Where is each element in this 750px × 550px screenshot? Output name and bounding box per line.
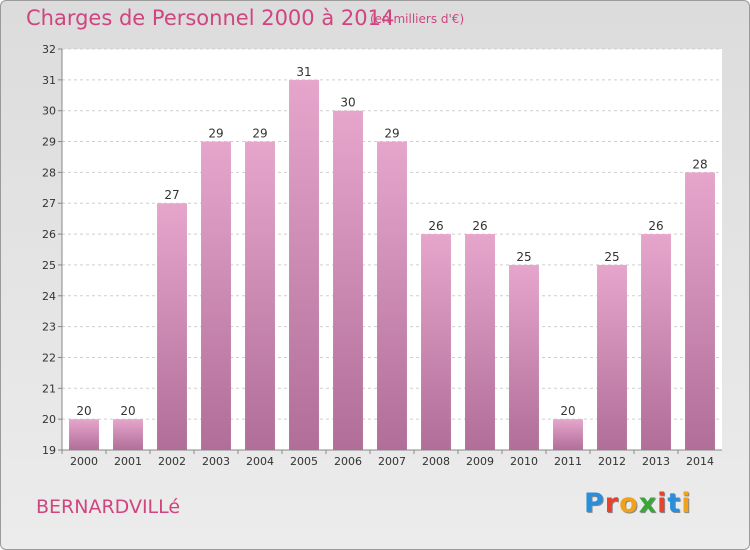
x-tick-label-2003: 2003	[202, 455, 230, 468]
y-tick-label: 30	[42, 105, 56, 118]
x-tick-label-2006: 2006	[334, 455, 362, 468]
x-tick-label-2008: 2008	[422, 455, 450, 468]
bar-2013	[641, 234, 671, 450]
y-tick-label: 24	[42, 290, 56, 303]
bar-2008	[421, 234, 451, 450]
y-tick-label: 28	[42, 166, 56, 179]
bar-2011	[553, 419, 583, 450]
x-tick-label-2005: 2005	[290, 455, 318, 468]
y-tick-label: 25	[42, 259, 56, 272]
data-label-2003: 29	[208, 127, 223, 141]
data-label-2002: 27	[164, 188, 179, 202]
x-tick-label-2013: 2013	[642, 455, 670, 468]
x-tick-label-2014: 2014	[686, 455, 714, 468]
data-label-2007: 29	[384, 127, 399, 141]
bars	[69, 79, 715, 451]
x-tick-label-2001: 2001	[114, 455, 142, 468]
data-label-2005: 31	[296, 65, 311, 79]
y-tick-label: 22	[42, 351, 56, 364]
bar-2004	[245, 141, 275, 451]
data-label-2008: 26	[428, 219, 443, 233]
y-axis: 19 20 21 22 23 24 25 26 27 28 29 30 31 32	[42, 43, 62, 457]
data-label-2014: 28	[692, 157, 707, 171]
y-tick-label: 23	[42, 321, 56, 334]
y-tick-label: 21	[42, 382, 56, 395]
x-tick-label-2000: 2000	[70, 455, 98, 468]
bar-2009	[465, 234, 495, 450]
data-label-2000: 20	[76, 404, 91, 418]
bar-2005	[289, 79, 319, 450]
bar-2007	[377, 141, 407, 451]
data-label-2001: 20	[120, 404, 135, 418]
data-labels: 20 20 27 29 29 31 30 29 26 26 25 20 25 26 28	[76, 65, 707, 418]
bar-2010	[509, 264, 539, 450]
proxiti-logo: Proxiti	[584, 488, 692, 519]
x-tick-label-2011: 2011	[554, 455, 582, 468]
bar-2006	[333, 110, 363, 450]
y-tick-label: 32	[42, 43, 56, 56]
bar-2014	[685, 172, 715, 450]
data-label-2009: 26	[472, 219, 487, 233]
town-name: BERNARDVILLé	[36, 496, 181, 518]
y-tick-label: 29	[42, 136, 56, 149]
x-tick-label-2010: 2010	[510, 455, 538, 468]
y-tick-label: 31	[42, 74, 56, 87]
bar-2012	[597, 264, 627, 450]
x-tick-label-2004: 2004	[246, 455, 274, 468]
x-tick-label-2002: 2002	[158, 455, 186, 468]
data-label-2012: 25	[604, 250, 619, 264]
bar-2003	[201, 141, 231, 451]
x-tick-label-2007: 2007	[378, 455, 406, 468]
x-tick-label-2009: 2009	[466, 455, 494, 468]
y-tick-label: 20	[42, 413, 56, 426]
x-axis: 2000 2001 2002 2003 2004 2005 2006 2007 2008 2009…	[61, 450, 714, 468]
x-tick-label-2012: 2012	[598, 455, 626, 468]
y-tick-label: 26	[42, 228, 56, 241]
y-tick-label: 19	[42, 444, 56, 457]
data-label-2010: 25	[516, 250, 531, 264]
y-tick-label: 27	[42, 197, 56, 210]
chart-unit: (en milliers d'€)	[370, 12, 465, 26]
data-label-2004: 29	[252, 127, 267, 141]
data-label-2013: 26	[648, 219, 663, 233]
chart-title: Charges de Personnel 2000 à 2014	[26, 6, 395, 30]
bar-2001	[113, 419, 143, 450]
data-label-2011: 20	[560, 404, 575, 418]
bar-2000	[69, 419, 99, 450]
bar-2002	[157, 203, 187, 450]
data-label-2006: 30	[340, 96, 355, 110]
